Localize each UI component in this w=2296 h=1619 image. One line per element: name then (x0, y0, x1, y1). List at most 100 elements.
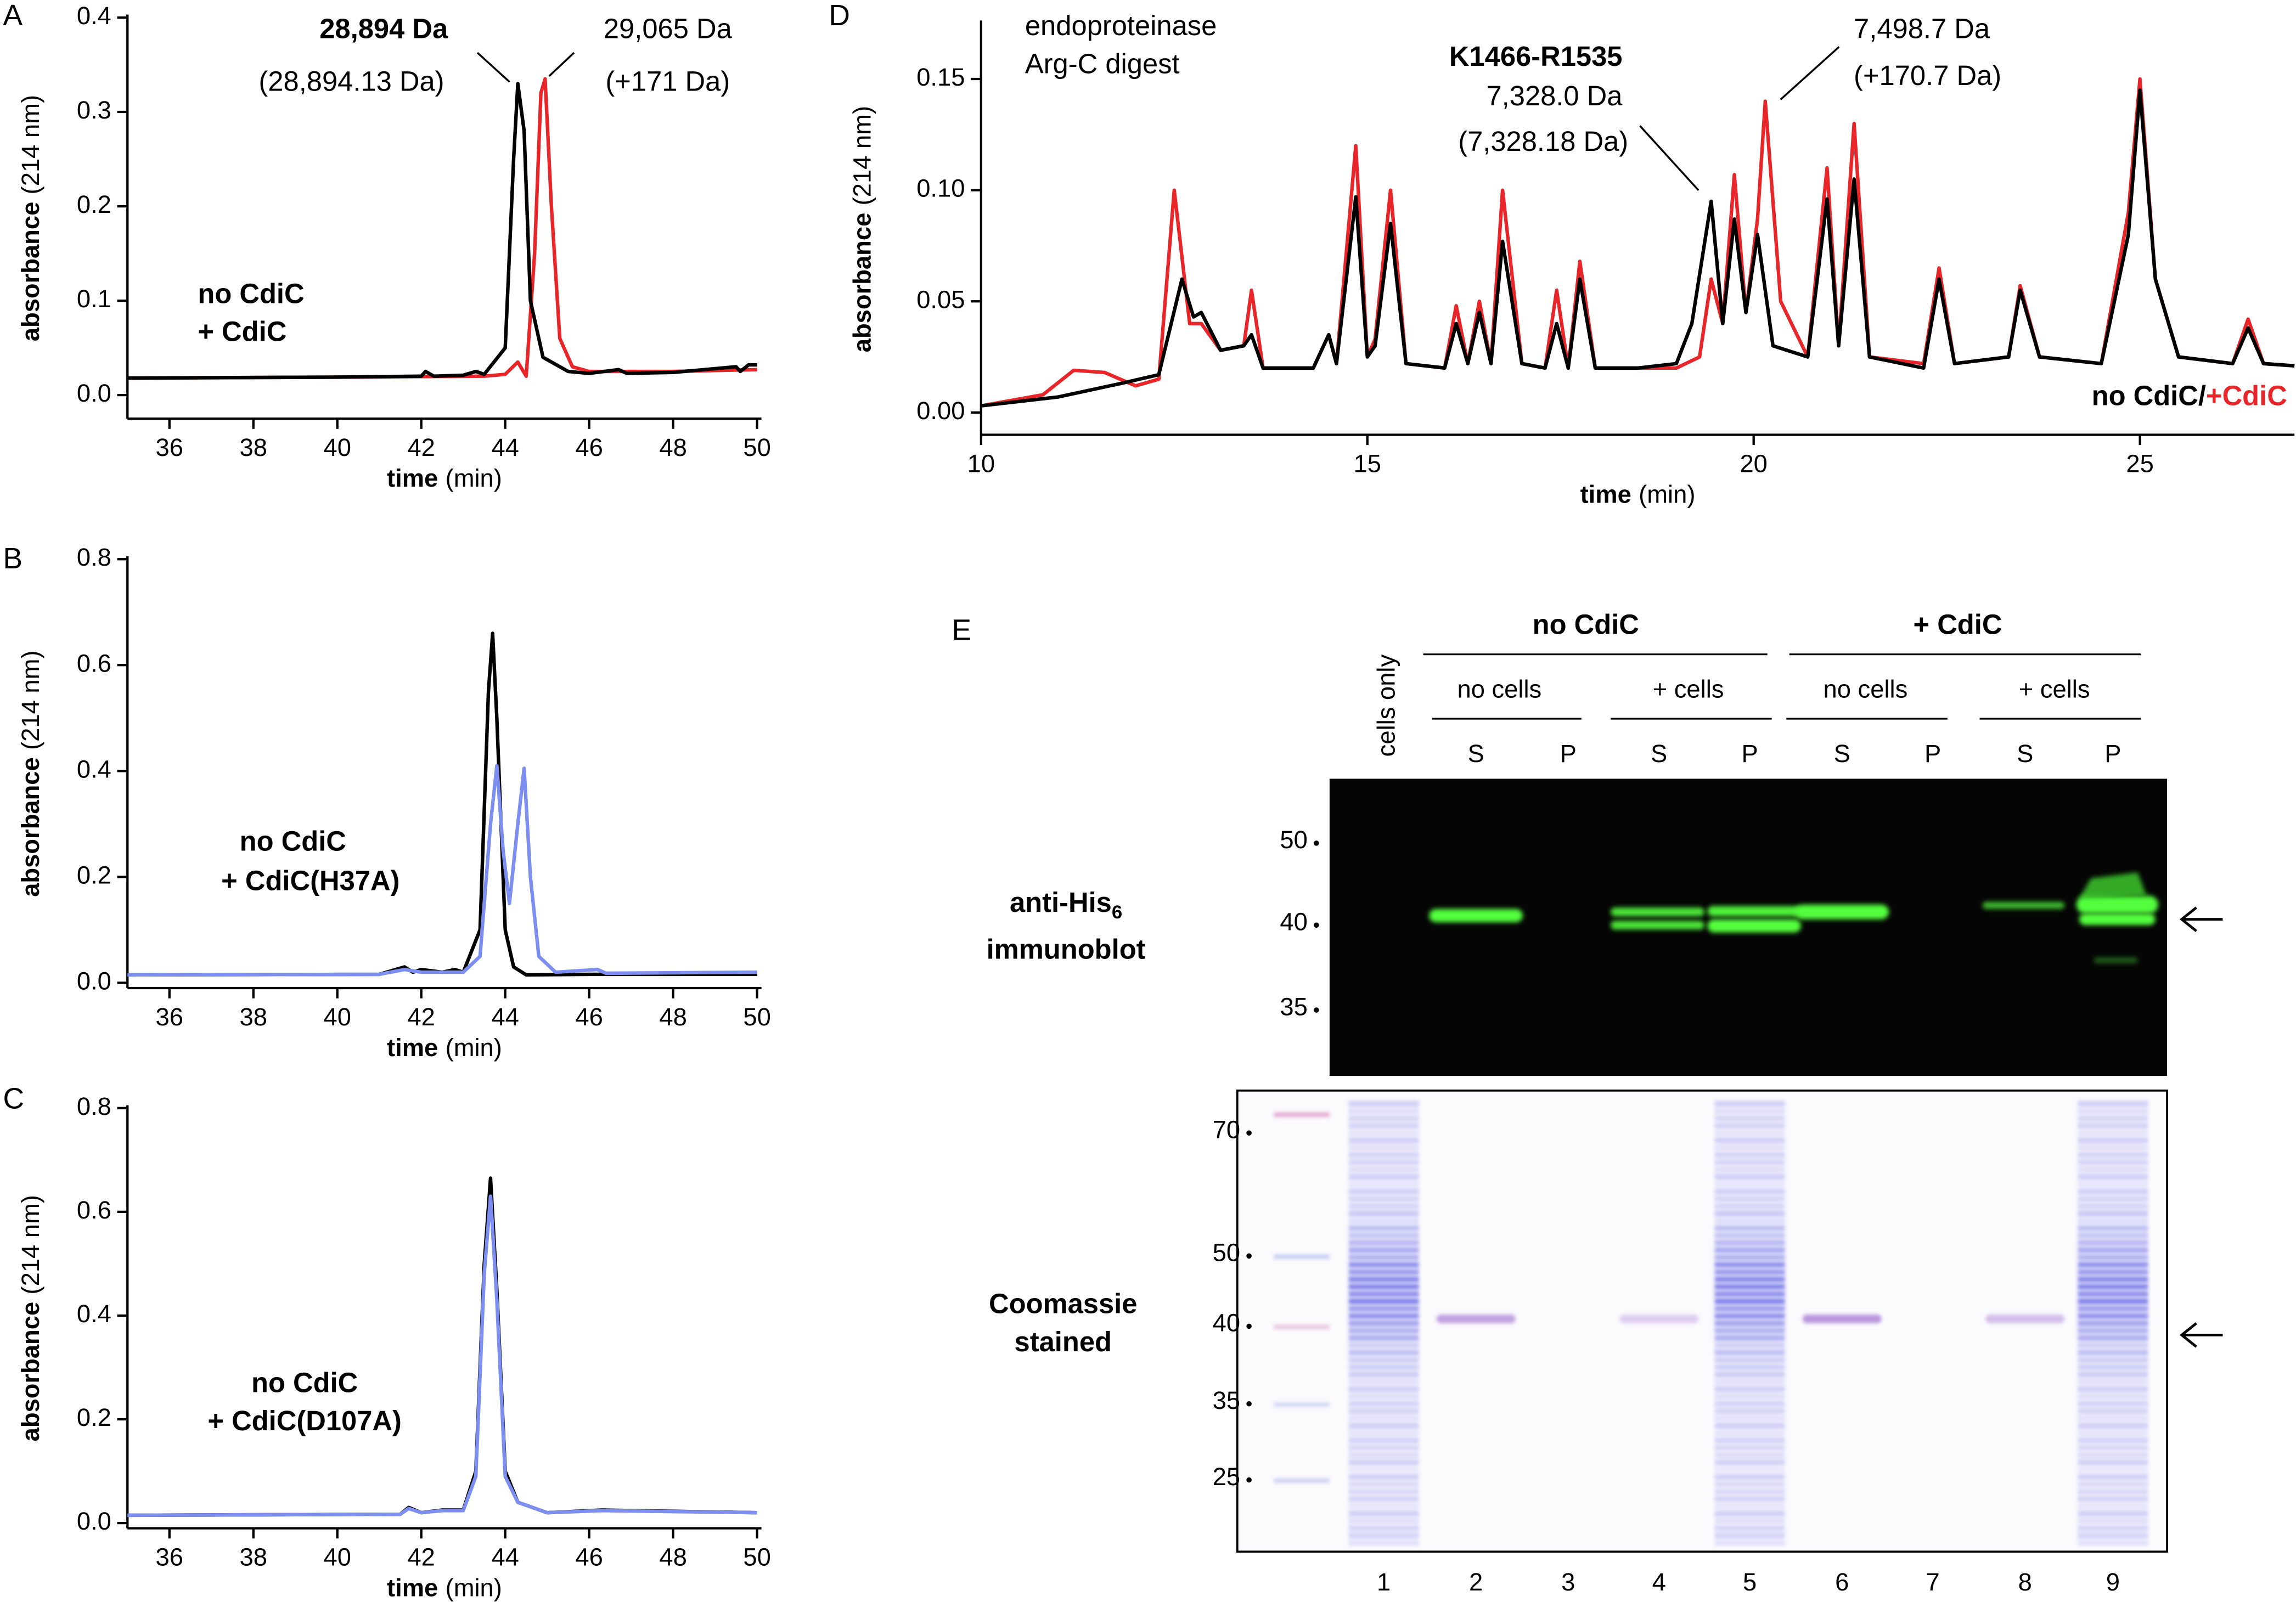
fraction-label: P (2104, 740, 2121, 768)
x-tick-label: 48 (659, 1543, 686, 1571)
band (2076, 895, 2159, 913)
lane-smear (2078, 1379, 2148, 1385)
series-line (127, 764, 757, 977)
coomassie-label-2: stained (1015, 1326, 1112, 1357)
fraction-label: S (1834, 740, 1850, 768)
lane-smear (1348, 1306, 1419, 1312)
lane-smear (1348, 1466, 1419, 1473)
lane-smear (2078, 1452, 2148, 1458)
y-tick-label: 0.05 (916, 285, 965, 313)
y-tick-label: 0.0 (77, 967, 111, 995)
ladder-band (1274, 1402, 1330, 1407)
lane-smear (1348, 1291, 1419, 1298)
x-title-main: time (387, 1574, 438, 1602)
legend-entry: + CdiC(H37A) (221, 865, 399, 896)
lane-smear (1714, 1254, 1785, 1261)
lane-smear (2078, 1152, 2148, 1158)
series-line (127, 82, 757, 380)
band (1429, 909, 1523, 922)
x-tick-label: 42 (407, 1543, 435, 1571)
lane-smear (1714, 1269, 1785, 1275)
lane-smear (1714, 1166, 1785, 1173)
lane-smear (1714, 1328, 1785, 1334)
x-title-unit: (min) (1639, 480, 1695, 508)
y-axis-title: absorbance (214 nm) (16, 1195, 44, 1441)
lane-smear (1714, 1415, 1785, 1421)
lane-smear (1714, 1401, 1785, 1407)
lane-smear (1348, 1101, 1419, 1107)
lane-smear (1714, 1144, 1785, 1151)
marker-dot (1246, 1477, 1252, 1483)
group-label: + CdiC (1914, 608, 2002, 640)
lane-smear (1348, 1144, 1419, 1151)
marker-dot (1314, 840, 1319, 846)
lane-smear (2078, 1122, 2148, 1129)
lane-smear (1714, 1474, 1785, 1480)
x-tick-label: 38 (240, 1003, 267, 1031)
x-tick-label: 40 (324, 1543, 351, 1571)
lane-smear (2078, 1313, 2148, 1319)
lane-smear (2078, 1518, 2148, 1524)
lane-smear (1714, 1247, 1785, 1253)
condition-label: no cells (1457, 675, 1541, 703)
panel-label: D (829, 0, 850, 32)
lane-smear (1348, 1510, 1419, 1517)
lane-smear (2078, 1159, 2148, 1165)
lane-smear (1348, 1181, 1419, 1187)
lane-smear (2078, 1298, 2148, 1305)
lane-smear (1714, 1539, 1785, 1546)
marker-label: 35 (1213, 1386, 1240, 1414)
condition-label: + cells (1653, 675, 1724, 703)
lane-number: 5 (1743, 1568, 1757, 1596)
lane-smear (2078, 1320, 2148, 1327)
lane-smear (1714, 1239, 1785, 1246)
lane-smear (1348, 1298, 1419, 1305)
lane-smear (2078, 1466, 2148, 1473)
annotation: (28,894.13 Da) (258, 65, 444, 97)
lane-smear (1348, 1423, 1419, 1429)
lane-smear (2078, 1174, 2148, 1180)
lane-smear (2078, 1203, 2148, 1209)
lane-smear (1714, 1445, 1785, 1451)
lane-number: 6 (1835, 1568, 1849, 1596)
lane-smear (2078, 1474, 2148, 1480)
lane-smear (1714, 1306, 1785, 1312)
lane-smear (1348, 1328, 1419, 1334)
x-tick-label: 46 (575, 433, 603, 461)
lane-smear (1348, 1137, 1419, 1143)
lane-smear (1714, 1452, 1785, 1458)
lane-smear (1714, 1298, 1785, 1305)
lane-smear (2078, 1232, 2148, 1239)
series-line (127, 77, 757, 380)
lane-smear (1348, 1239, 1419, 1246)
y-title-unit: (214 nm) (848, 106, 876, 205)
y-title-main: absorbance (16, 1302, 44, 1442)
group-label: no CdiC (1533, 608, 1639, 640)
lane-number: 9 (2106, 1568, 2120, 1596)
legend-entry: +CdiC (2206, 380, 2287, 411)
lane-smear (1348, 1232, 1419, 1239)
series-line (981, 88, 2295, 408)
lane-smear (2078, 1101, 2148, 1107)
band (1611, 921, 1704, 930)
immunoblot-label: anti-His6 (1010, 887, 1122, 923)
lane-smear (1714, 1261, 1785, 1268)
lane-smear (2078, 1401, 2148, 1407)
annotation: 7,498.7 Da (1854, 13, 1990, 44)
lane-smear (2078, 1350, 2148, 1356)
lane-smear (1714, 1459, 1785, 1465)
lane-smear (1348, 1532, 1419, 1539)
legend: no CdiC/+CdiC (2092, 380, 2287, 411)
marker-label: 70 (1213, 1115, 1240, 1143)
x-title-main: time (1580, 480, 1631, 508)
lane-smear (2078, 1437, 2148, 1443)
lane-smear (2078, 1408, 2148, 1414)
panel-label: C (3, 1083, 24, 1115)
y-tick-label: 0.2 (77, 861, 111, 889)
lane-smear (1714, 1320, 1785, 1327)
lane-smear (2078, 1488, 2148, 1495)
marker-dot (1314, 1007, 1319, 1013)
lane-smear (1714, 1313, 1785, 1319)
y-title-main: absorbance (16, 757, 44, 897)
